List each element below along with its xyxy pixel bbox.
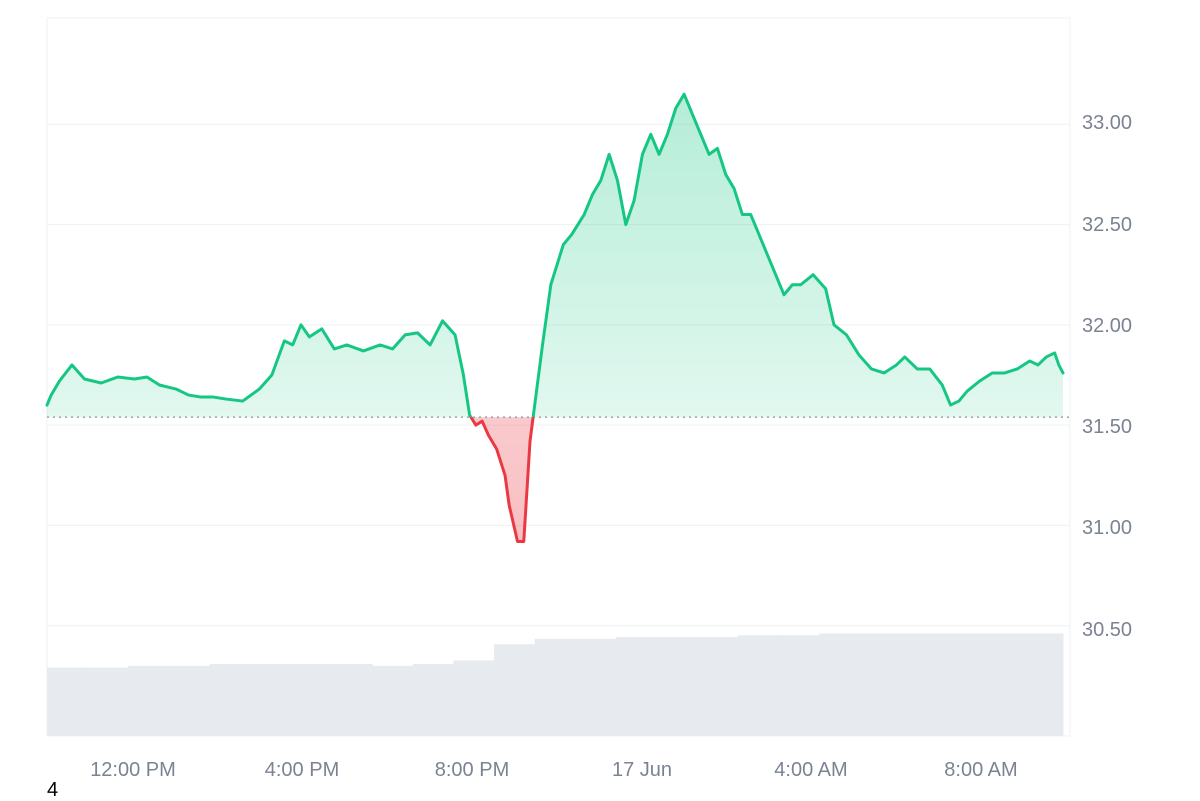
- footer-note: 4: [47, 779, 59, 801]
- volume-bar: [859, 633, 901, 736]
- volume-bar: [412, 664, 454, 736]
- y-tick-label: 30.50: [1082, 619, 1132, 641]
- y-tick-label: 32.50: [1082, 214, 1132, 236]
- volume-bars: [47, 633, 1064, 736]
- volume-bar: [737, 635, 780, 736]
- volume-bar: [87, 667, 129, 736]
- volume-bar: [47, 667, 89, 736]
- price-line-up: [45, 92, 1065, 418]
- y-tick-label: 33.00: [1082, 112, 1132, 134]
- x-tick-label: 4:00 AM: [774, 759, 847, 781]
- volume-bar: [941, 633, 983, 736]
- volume-bar: [168, 665, 211, 736]
- volume-bar: [453, 660, 495, 736]
- price-area-above-baseline: [47, 94, 1063, 418]
- x-tick-label: 8:00 AM: [944, 759, 1017, 781]
- volume-bar: [494, 644, 536, 736]
- volume-bar: [331, 664, 373, 736]
- volume-bar: [128, 665, 170, 736]
- volume-bar: [290, 664, 332, 736]
- volume-bar: [575, 638, 617, 736]
- volume-bar: [209, 664, 251, 736]
- x-tick-label: 17 Jun: [612, 759, 672, 781]
- volume-bar: [697, 637, 739, 736]
- volume-bar: [656, 637, 698, 736]
- y-tick-label: 31.50: [1082, 416, 1132, 438]
- volume-bar: [981, 633, 1023, 736]
- volume-bar: [372, 665, 414, 736]
- grid-lines: [47, 123, 1070, 627]
- volume-bar: [900, 633, 942, 736]
- volume-bar: [778, 635, 820, 736]
- x-tick-label: 8:00 PM: [435, 759, 509, 781]
- x-tick-label: 4:00 PM: [265, 759, 339, 781]
- volume-bar: [615, 637, 658, 736]
- y-tick-label: 31.00: [1082, 517, 1132, 539]
- volume-bar: [819, 633, 861, 736]
- volume-bar: [534, 638, 576, 736]
- y-tick-label: 32.00: [1082, 315, 1132, 337]
- volume-bar: [250, 664, 292, 736]
- volume-bar: [1022, 633, 1064, 736]
- x-tick-label: 12:00 PM: [90, 759, 176, 781]
